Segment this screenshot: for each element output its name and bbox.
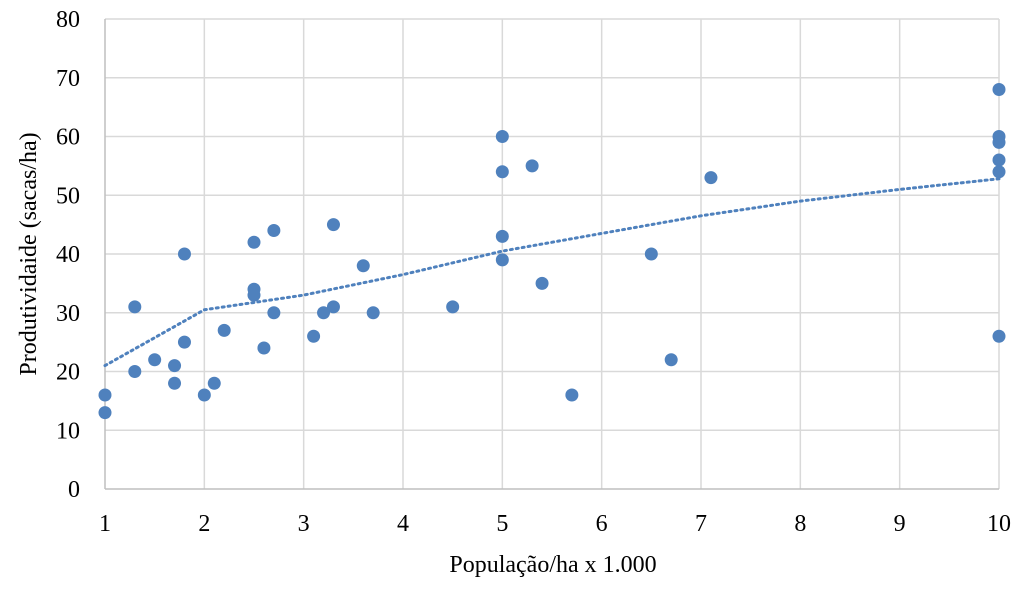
data-point — [247, 288, 261, 302]
data-point — [992, 153, 1006, 167]
x-tick-label: 7 — [695, 511, 707, 537]
y-tick-label: 30 — [56, 301, 80, 327]
data-point — [992, 83, 1006, 96]
data-point — [128, 365, 142, 378]
data-point — [366, 306, 380, 320]
grid-lines — [105, 18, 1000, 489]
data-point — [535, 276, 549, 290]
data-point — [525, 159, 539, 173]
data-point — [317, 306, 331, 320]
data-point — [565, 388, 579, 402]
data-point — [495, 130, 509, 143]
x-tick-label: 5 — [496, 511, 508, 537]
data-point — [267, 224, 281, 237]
x-axis-title: População/ha x 1.000 — [449, 552, 656, 578]
data-point — [644, 247, 658, 261]
x-tick-label: 4 — [397, 511, 409, 537]
x-tick-label: 2 — [198, 511, 210, 537]
y-tick-label: 0 — [68, 477, 80, 503]
data-point — [168, 376, 182, 390]
data-point — [168, 359, 182, 373]
data-point — [247, 235, 261, 249]
y-tick-label: 70 — [56, 66, 80, 92]
data-point — [495, 229, 509, 243]
data-point — [177, 247, 191, 261]
y-tick-label: 10 — [56, 418, 80, 444]
data-point — [495, 253, 509, 267]
y-tick-label: 40 — [56, 242, 80, 268]
x-tick-label: 3 — [298, 511, 310, 537]
data-point — [307, 329, 321, 343]
x-tick-label: 10 — [987, 511, 1011, 537]
data-point — [326, 300, 340, 314]
data-point — [257, 341, 271, 355]
data-point — [98, 406, 112, 420]
data-point — [664, 353, 678, 367]
y-tick-label: 80 — [56, 7, 80, 33]
data-point — [992, 135, 1006, 149]
y-tick-labels: 0 10 20 30 40 50 60 70 80 — [56, 7, 80, 503]
data-point — [177, 335, 191, 349]
x-tick-labels: 1 2 3 4 5 6 7 8 9 10 — [99, 511, 1011, 537]
x-tick-label: 1 — [99, 511, 111, 537]
data-point — [704, 171, 718, 185]
data-point — [197, 388, 211, 402]
data-point — [128, 300, 142, 314]
x-tick-label: 8 — [794, 511, 806, 537]
y-tick-label: 60 — [56, 125, 80, 151]
data-point — [326, 218, 340, 232]
data-point — [495, 165, 509, 179]
data-point — [207, 376, 221, 390]
trendline-path — [103, 177, 1001, 368]
y-tick-label: 20 — [56, 360, 80, 386]
x-tick-label: 6 — [596, 511, 608, 537]
data-point — [356, 259, 370, 273]
data-point — [992, 329, 1006, 343]
data-point — [217, 323, 231, 337]
data-point — [992, 165, 1006, 179]
y-axis-title: Produtividaide (sacas/ha) — [16, 132, 42, 375]
x-tick-label: 9 — [894, 511, 906, 537]
y-tick-label: 50 — [56, 183, 80, 209]
data-points — [98, 83, 1006, 420]
data-point — [267, 306, 281, 320]
data-point — [446, 300, 460, 314]
data-point — [148, 353, 162, 367]
data-point — [98, 388, 112, 402]
trendline — [103, 177, 1001, 368]
